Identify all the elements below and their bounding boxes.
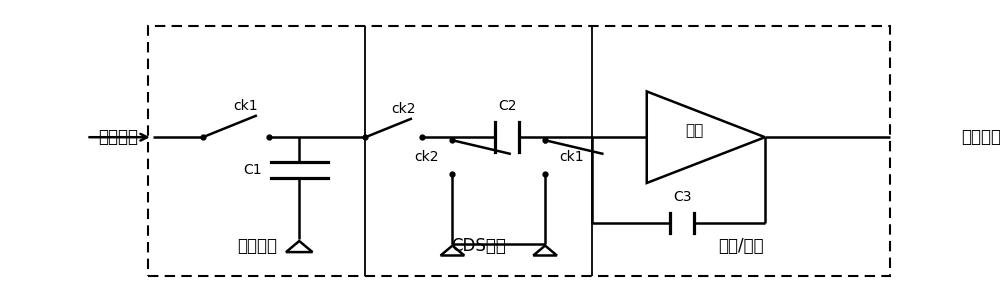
Text: ck1: ck1 — [233, 99, 258, 113]
Text: 信号输入: 信号输入 — [99, 128, 139, 146]
Bar — [148, 26, 890, 276]
Text: ck1: ck1 — [559, 150, 584, 164]
Text: CDS电路: CDS电路 — [451, 237, 506, 255]
Text: 放大/积分: 放大/积分 — [719, 237, 764, 255]
Text: 采样电路: 采样电路 — [237, 237, 277, 255]
Text: 信号输出: 信号输出 — [961, 128, 1000, 146]
Text: C1: C1 — [243, 163, 261, 177]
Text: C3: C3 — [673, 190, 691, 204]
Text: C2: C2 — [498, 99, 517, 113]
Text: 放大: 放大 — [685, 123, 703, 138]
Text: ck2: ck2 — [391, 102, 416, 116]
Text: ck2: ck2 — [414, 150, 438, 164]
